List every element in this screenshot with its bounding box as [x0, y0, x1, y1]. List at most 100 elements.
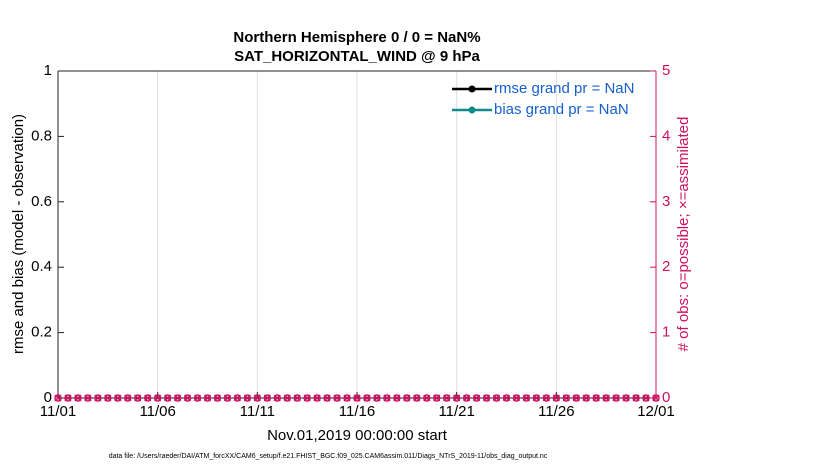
marker-possible: [84, 394, 92, 402]
marker-assimilated: [263, 394, 271, 402]
marker-assimilated: [423, 394, 431, 402]
marker-possible: [403, 394, 411, 402]
marker-assimilated: [632, 394, 640, 402]
marker-assimilated: [562, 394, 570, 402]
marker-possible: [283, 394, 291, 402]
marker-assimilated: [493, 394, 501, 402]
x-tick-label: 11/06: [139, 403, 175, 420]
marker-assimilated: [383, 394, 391, 402]
marker-possible: [363, 394, 371, 402]
marker-assimilated: [572, 394, 580, 402]
marker-assimilated: [353, 394, 361, 402]
legend-label: rmse grand pr = NaN: [494, 80, 634, 97]
y2-tick-label: 0: [662, 389, 670, 406]
marker-assimilated: [74, 394, 82, 402]
marker-assimilated: [333, 394, 341, 402]
marker-assimilated: [592, 394, 600, 402]
marker-assimilated: [453, 394, 461, 402]
marker-possible: [552, 394, 561, 402]
y-tick-label: 1: [44, 62, 52, 79]
marker-possible: [213, 394, 222, 402]
marker-assimilated: [233, 394, 241, 402]
marker-possible: [253, 394, 262, 402]
marker-possible: [562, 394, 571, 402]
marker-assimilated: [542, 394, 550, 402]
marker-assimilated: [652, 394, 660, 402]
marker-assimilated: [253, 394, 261, 402]
marker-possible: [652, 394, 660, 402]
marker-possible: [243, 394, 252, 402]
marker-assimilated: [293, 394, 301, 402]
marker-assimilated: [363, 394, 371, 402]
marker-assimilated: [512, 394, 520, 402]
y2-tick-label: 5: [662, 62, 670, 79]
marker-possible: [74, 394, 82, 402]
marker-assimilated: [134, 394, 142, 402]
marker-possible: [512, 394, 521, 402]
marker-assimilated: [532, 394, 540, 402]
marker-possible: [313, 394, 321, 402]
marker-possible: [233, 394, 242, 402]
marker-possible: [393, 394, 401, 402]
marker-assimilated: [114, 394, 122, 402]
marker-possible: [612, 394, 620, 402]
marker-possible: [133, 394, 142, 402]
marker-possible: [482, 394, 491, 402]
marker-possible: [303, 394, 311, 402]
marker-possible: [64, 394, 72, 402]
marker-assimilated: [602, 394, 610, 402]
marker-possible: [423, 394, 431, 402]
marker-assimilated: [303, 394, 311, 402]
marker-possible: [442, 394, 451, 402]
marker-possible: [452, 394, 461, 402]
legend-label: bias grand pr = NaN: [494, 101, 629, 118]
y2-tick-label: 3: [662, 193, 670, 210]
marker-assimilated: [213, 394, 221, 402]
marker-possible: [323, 394, 331, 402]
marker-possible: [114, 394, 122, 402]
footnote: data file: /Users/raeder/DAI/ATM_forcXX/…: [109, 453, 548, 460]
y-tick-label: 0: [44, 389, 52, 406]
marker-possible: [353, 394, 361, 402]
marker-assimilated: [283, 394, 291, 402]
marker-possible: [183, 394, 192, 402]
marker-possible: [502, 394, 511, 402]
marker-assimilated: [64, 394, 72, 402]
y-tick-label: 0.6: [31, 193, 52, 210]
marker-possible: [223, 394, 232, 402]
marker-possible: [642, 394, 650, 402]
marker-assimilated: [273, 394, 281, 402]
marker-possible: [462, 394, 471, 402]
marker-possible: [193, 394, 202, 402]
marker-assimilated: [84, 394, 92, 402]
x-tick-label: 11/26: [538, 403, 574, 420]
marker-assimilated: [94, 394, 102, 402]
marker-assimilated: [144, 394, 152, 402]
marker-assimilated: [463, 394, 471, 402]
marker-possible: [263, 394, 272, 402]
marker-possible: [582, 394, 590, 402]
marker-assimilated: [483, 394, 491, 402]
marker-assimilated: [54, 394, 62, 402]
marker-possible: [622, 394, 630, 402]
marker-possible: [472, 394, 481, 402]
marker-assimilated: [443, 394, 451, 402]
marker-assimilated: [154, 394, 162, 402]
marker-assimilated: [473, 394, 481, 402]
marker-possible: [383, 394, 391, 402]
marker-assimilated: [184, 394, 192, 402]
marker-possible: [333, 394, 341, 402]
marker-assimilated: [124, 394, 132, 402]
marker-assimilated: [622, 394, 630, 402]
marker-possible: [413, 394, 421, 402]
marker-assimilated: [413, 394, 421, 402]
marker-assimilated: [642, 394, 650, 402]
legend-marker: [468, 85, 476, 93]
marker-assimilated: [203, 394, 212, 402]
marker-assimilated: [403, 394, 411, 402]
y-tick-label: 0.4: [31, 258, 52, 275]
y2-tick-label: 1: [662, 324, 670, 341]
marker-possible: [343, 394, 351, 402]
marker-possible: [602, 394, 610, 402]
